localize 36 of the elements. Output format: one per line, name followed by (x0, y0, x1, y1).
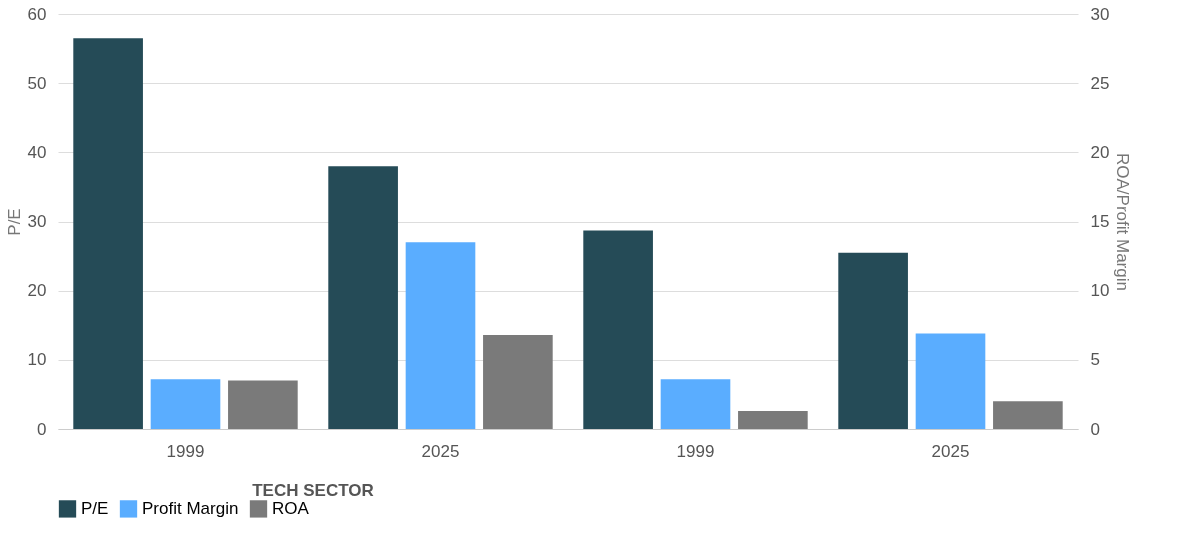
x-tick-label: 1999 (676, 441, 715, 461)
y-tick-label: 60 (27, 4, 47, 24)
bar (738, 411, 808, 429)
bar (150, 379, 221, 429)
bar (915, 333, 986, 429)
y2-tick-label: 5 (1090, 350, 1100, 370)
y-tick-label: 0 (37, 419, 47, 439)
bar (583, 230, 653, 429)
y2-tick-label: 25 (1090, 73, 1110, 93)
y2-tick-label: 0 (1090, 419, 1100, 439)
y-tick-label: 30 (27, 212, 47, 231)
y-tick-label: 50 (27, 73, 47, 93)
x-tick-label: 2025 (931, 441, 970, 461)
bar (483, 334, 553, 429)
text: TECH SECTOR (252, 481, 374, 500)
legend-label: ROA (272, 498, 310, 518)
x-tick-label: 2025 (421, 441, 460, 461)
y2-tick-label: 30 (1090, 4, 1110, 24)
bar (228, 380, 298, 429)
y2-tick-label: 15 (1090, 212, 1110, 231)
x-tick-label: 1999 (166, 441, 205, 461)
legend-label: P/E (81, 498, 109, 518)
y2-axis-title: ROA/Profit Margin (1113, 153, 1133, 291)
bar (73, 38, 143, 429)
bar (328, 166, 398, 429)
y-axis-title: P/E (4, 208, 24, 236)
bar (993, 401, 1063, 429)
bar (838, 252, 908, 429)
y2-tick-label: 20 (1090, 142, 1110, 162)
bar (405, 242, 476, 429)
bar (660, 379, 731, 429)
y-tick-label: 10 (27, 350, 47, 370)
y-tick-label: 40 (27, 142, 47, 162)
y2-tick-label: 10 (1090, 281, 1110, 301)
y-tick-label: 20 (27, 281, 47, 301)
legend-label: Profit Margin (142, 498, 239, 518)
